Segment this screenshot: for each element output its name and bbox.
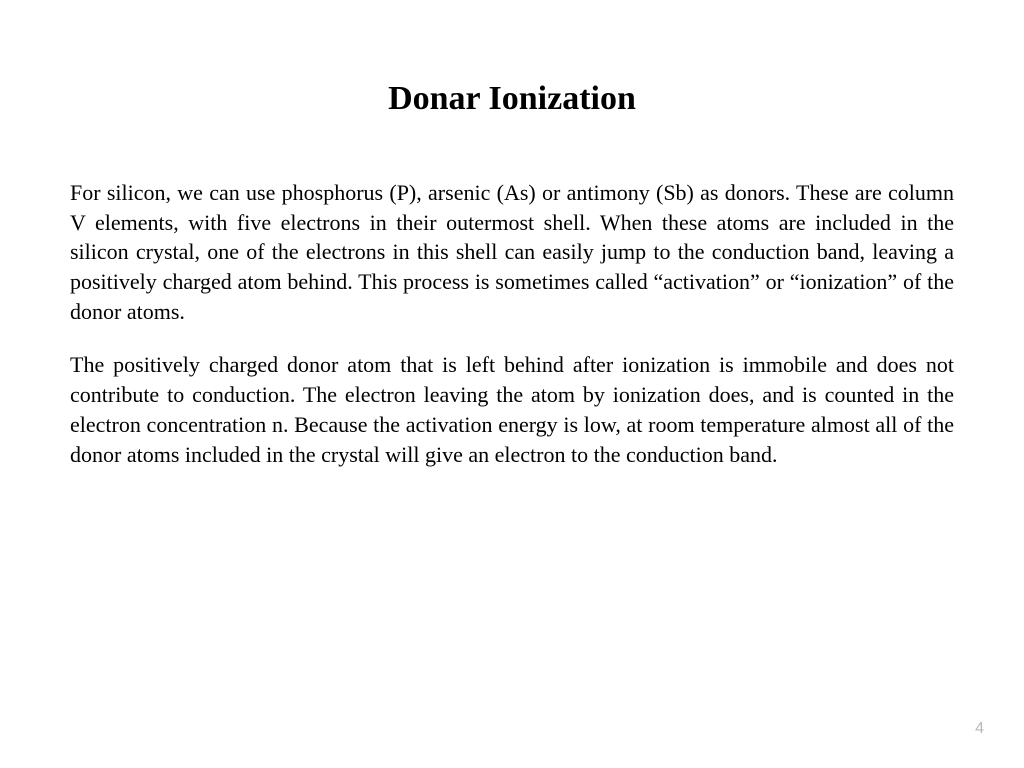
body-paragraph-2: The positively charged donor atom that i…: [70, 350, 954, 469]
page-number: 4: [975, 720, 984, 738]
slide-title: Donar Ionization: [70, 80, 954, 118]
body-paragraph-1: For silicon, we can use phosphorus (P), …: [70, 178, 954, 326]
